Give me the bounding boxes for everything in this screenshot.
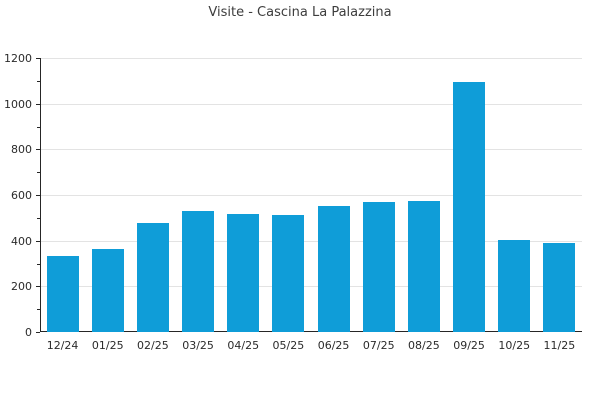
y-axis-tick bbox=[36, 195, 40, 196]
chart-title: Visite - Cascina La Palazzina bbox=[208, 5, 392, 20]
x-tick-label: 04/25 bbox=[227, 339, 260, 352]
y-axis-minor-tick bbox=[37, 263, 40, 265]
x-tick-label: 10/25 bbox=[498, 339, 531, 352]
x-tick-label: 01/25 bbox=[91, 339, 124, 352]
y-axis-tick bbox=[36, 240, 40, 242]
y-axis-minor-tick bbox=[37, 217, 40, 219]
x-tick-label: 08/25 bbox=[408, 339, 440, 352]
bar-09/25 bbox=[453, 82, 486, 332]
bar-12/24 bbox=[46, 255, 79, 332]
bar-08/25 bbox=[407, 200, 440, 332]
x-tick-label: 07/25 bbox=[362, 339, 395, 352]
y-axis-tick bbox=[36, 103, 40, 105]
x-axis-line bbox=[40, 331, 582, 332]
bar-01/25 bbox=[91, 248, 124, 332]
x-tick-label: 02/25 bbox=[137, 339, 169, 352]
gridline bbox=[41, 58, 582, 59]
gridline bbox=[41, 195, 582, 196]
y-axis-minor-tick bbox=[37, 172, 40, 174]
y-tick-label: 800 bbox=[11, 143, 32, 157]
x-tick-label: 06/25 bbox=[317, 339, 350, 352]
y-tick-label: 0 bbox=[25, 326, 32, 339]
y-axis-tick bbox=[36, 149, 40, 151]
y-axis-tick bbox=[36, 286, 40, 288]
y-tick-label: 1200 bbox=[4, 52, 32, 65]
y-tick-label: 400 bbox=[11, 234, 32, 248]
y-axis-tick bbox=[36, 58, 40, 59]
gridline bbox=[41, 240, 582, 242]
y-tick-label: 600 bbox=[11, 189, 32, 202]
y-axis-minor-tick bbox=[37, 126, 40, 128]
gridline bbox=[41, 149, 582, 151]
bar-10/25 bbox=[498, 239, 531, 332]
bar-06/25 bbox=[317, 205, 350, 332]
x-tick-label: 09/25 bbox=[453, 339, 485, 352]
gridline bbox=[41, 286, 582, 288]
y-axis-line bbox=[40, 58, 41, 332]
bar-07/25 bbox=[362, 201, 395, 332]
y-axis-tick bbox=[36, 332, 40, 333]
y-tick-label: 200 bbox=[11, 280, 32, 294]
x-tick-label: 03/25 bbox=[182, 339, 214, 352]
gridline bbox=[41, 103, 582, 105]
x-tick-label: 12/24 bbox=[46, 339, 79, 352]
bar-05/25 bbox=[272, 215, 305, 332]
bar-03/25 bbox=[182, 210, 215, 332]
y-axis-minor-tick bbox=[37, 309, 40, 311]
x-tick-label: 05/25 bbox=[272, 339, 305, 352]
bar-11/25 bbox=[543, 242, 576, 332]
x-tick-label: 11/25 bbox=[543, 339, 576, 352]
bar-04/25 bbox=[227, 213, 260, 332]
y-tick-label: 1000 bbox=[4, 97, 32, 111]
y-axis-minor-tick bbox=[37, 80, 40, 82]
bar-02/25 bbox=[136, 223, 169, 332]
